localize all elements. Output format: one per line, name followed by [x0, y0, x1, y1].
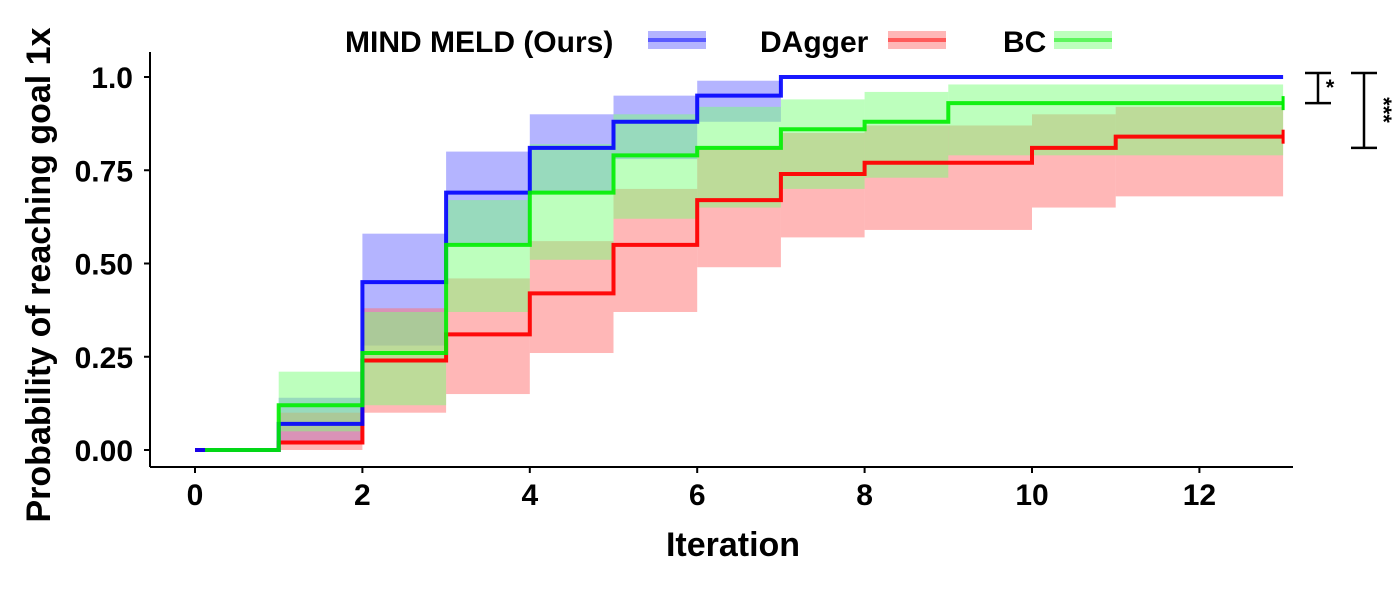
bracket-mind-meld-vs-bc-label: *: [1326, 75, 1335, 100]
x-tick-label-2: 2: [354, 479, 371, 512]
x-tick-label-8: 8: [856, 479, 873, 512]
band-bc-6: [697, 106, 781, 208]
legend: MIND MELD (Ours) DAgger BC: [345, 26, 1112, 59]
band-bc-5: [613, 114, 698, 219]
band-bc-4: [529, 144, 614, 260]
series-lines: [195, 75, 1285, 452]
axes: 0 2 4 6 8 10 12 0.00 0.25 0.50 0.75 1.0: [75, 52, 1293, 512]
band-bc-1: [278, 371, 363, 432]
significance-brackets: ****: [1305, 71, 1396, 150]
y-tick-label-4: 1.0: [91, 62, 133, 95]
y-tick-label-2: 0.50: [75, 249, 133, 282]
bracket-mind-meld-vs-dagger: [1351, 71, 1377, 150]
legend-label-dagger: DAgger: [760, 26, 869, 59]
line-bc: [205, 101, 1284, 452]
bracket-mind-meld-vs-bc: [1305, 71, 1331, 105]
legend-label-bc: BC: [1003, 26, 1046, 59]
y-tick-label-1: 0.25: [75, 342, 133, 375]
confidence-bands: [278, 80, 1284, 450]
bracket-mind-meld-vs-dagger-label: ***: [1371, 97, 1396, 123]
x-tick-label-0: 0: [187, 479, 204, 512]
x-tick-label-10: 10: [1015, 479, 1048, 512]
x-tick-label-12: 12: [1183, 479, 1216, 512]
legend-label-mind-meld: MIND MELD (Ours): [345, 26, 613, 59]
x-tick-label-4: 4: [521, 479, 538, 512]
y-axis-title: Probability of reaching goal 1x: [20, 27, 58, 522]
x-tick-label-6: 6: [689, 479, 706, 512]
line-mind-meld: [195, 75, 1284, 452]
x-axis-title: Iteration: [666, 526, 800, 564]
band-bc-3: [446, 200, 530, 312]
y-tick-label-3: 0.75: [75, 155, 133, 188]
y-tick-label-0: 0.00: [75, 435, 133, 468]
band-bc-8: [864, 91, 949, 178]
